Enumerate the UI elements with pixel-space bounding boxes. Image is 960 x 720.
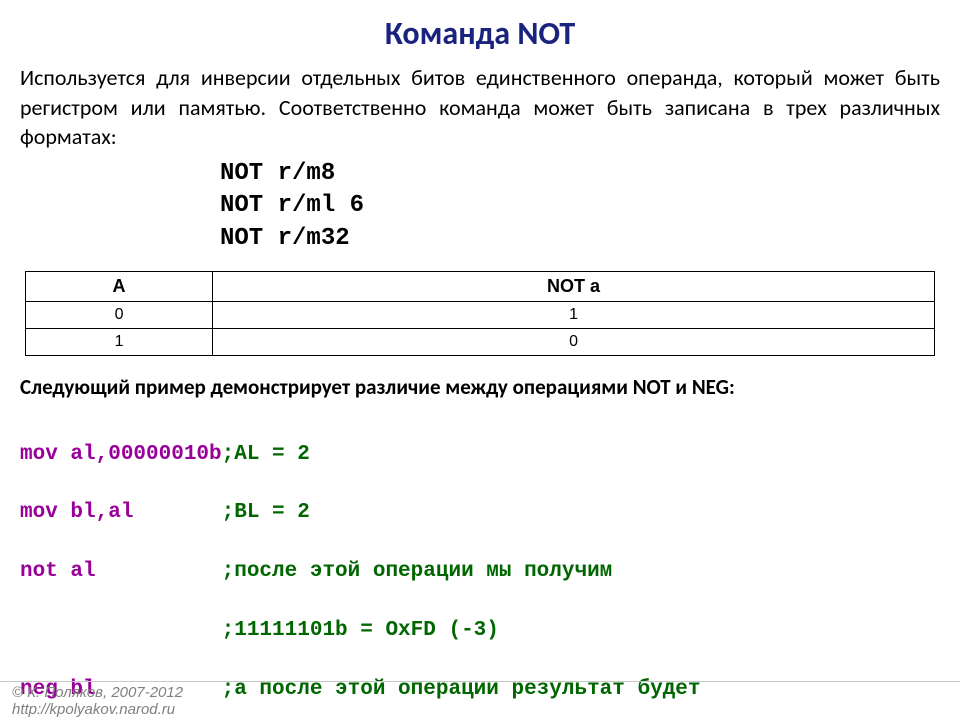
code-instruction: not al (20, 557, 222, 586)
code-comment: ;11111101b = OxFD (-3) (222, 616, 499, 645)
page-title: Команда NOT (20, 14, 940, 53)
code-instruction: mov bl,al (20, 498, 222, 527)
format-lines: NOT r/m8 NOT r/ml 6 NOT r/m32 (220, 158, 940, 255)
format-line: NOT r/m32 (220, 223, 940, 255)
intro-paragraph: Используется для инверсии отдельных бито… (20, 63, 940, 152)
code-line: mov bl,al;BL = 2 (20, 498, 940, 527)
code-comment: ;после этой операции мы получим (222, 557, 613, 586)
table-cell: 0 (213, 329, 935, 356)
table-row: 0 1 (26, 302, 935, 329)
table-row: A NOT a (26, 272, 935, 302)
truth-table: A NOT a 0 1 1 0 (25, 271, 935, 356)
format-line: NOT r/ml 6 (220, 190, 940, 222)
code-line: not al;после этой операции мы получим (20, 557, 940, 586)
table-header-nota: NOT a (213, 272, 935, 302)
table-cell: 1 (213, 302, 935, 329)
code-instruction: mov al,00000010b (20, 440, 222, 469)
code-comment: ;AL = 2 (222, 440, 310, 469)
code-line: mov al,00000010b;AL = 2 (20, 440, 940, 469)
code-line: ;11111101b = OxFD (-3) (20, 616, 940, 645)
code-comment: ;а после этой операции результат будет (222, 675, 701, 704)
footer-copyright: © К. Поляков, 2007-2012 (12, 684, 183, 701)
code-example: mov al,00000010b;AL = 2 mov bl,al;BL = 2… (20, 410, 940, 720)
footer: © К. Поляков, 2007-2012 http://kpolyakov… (12, 684, 183, 719)
format-line: NOT r/m8 (220, 158, 940, 190)
example-caption: Следующий пример демонстрирует различие … (20, 374, 940, 400)
code-comment: ;BL = 2 (222, 498, 310, 527)
footer-divider (0, 681, 960, 682)
table-cell: 1 (26, 329, 213, 356)
table-cell: 0 (26, 302, 213, 329)
footer-url: http://kpolyakov.narod.ru (12, 701, 183, 718)
table-header-a: A (26, 272, 213, 302)
table-row: 1 0 (26, 329, 935, 356)
